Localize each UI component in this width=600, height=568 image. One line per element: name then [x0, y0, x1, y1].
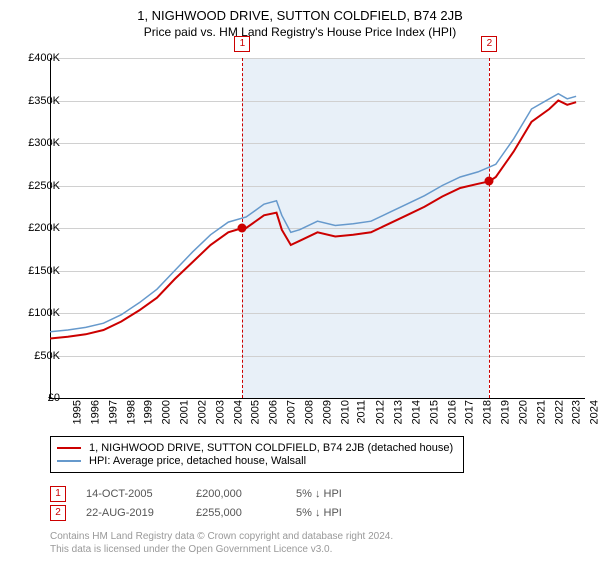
x-tick-label: 2000 — [161, 400, 173, 424]
transaction-diff: 5% ↓ HPI — [296, 507, 396, 519]
y-tick-label: £100K — [28, 307, 60, 319]
chart-title: 1, NIGHWOOD DRIVE, SUTTON COLDFIELD, B74… — [0, 8, 600, 23]
x-tick-label: 2020 — [517, 400, 529, 424]
footer-attribution: Contains HM Land Registry data © Crown c… — [50, 530, 393, 556]
footer-line-1: Contains HM Land Registry data © Crown c… — [50, 530, 393, 543]
legend-swatch — [57, 447, 81, 449]
legend-label: 1, NIGHWOOD DRIVE, SUTTON COLDFIELD, B74… — [89, 442, 453, 454]
transaction-date: 22-AUG-2019 — [86, 507, 196, 519]
y-tick-label: £400K — [28, 52, 60, 64]
x-tick-label: 2016 — [446, 400, 458, 424]
plot-area: 12 — [50, 58, 585, 398]
x-tick-label: 2001 — [178, 400, 190, 424]
x-tick-label: 2012 — [375, 400, 387, 424]
transaction-diff: 5% ↓ HPI — [296, 488, 396, 500]
y-tick-label: £50K — [34, 350, 60, 362]
x-tick-label: 2024 — [589, 400, 600, 424]
legend-row: HPI: Average price, detached house, Wals… — [57, 455, 457, 467]
x-tick-label: 2019 — [499, 400, 511, 424]
transaction-row: 2 22-AUG-2019£255,0005% ↓ HPI — [50, 505, 396, 521]
transaction-date: 14-OCT-2005 — [86, 488, 196, 500]
x-tick-label: 2010 — [339, 400, 351, 424]
x-tick-label: 2009 — [321, 400, 333, 424]
transaction-row-badge: 2 — [50, 505, 66, 521]
y-tick-label: £300K — [28, 137, 60, 149]
x-tick-label: 1995 — [71, 400, 83, 424]
line-series-svg — [50, 58, 585, 398]
legend-label: HPI: Average price, detached house, Wals… — [89, 455, 306, 467]
y-tick-label: £200K — [28, 222, 60, 234]
y-tick-label: £0 — [48, 392, 60, 404]
transaction-price: £255,000 — [196, 507, 296, 519]
x-tick-label: 2008 — [303, 400, 315, 424]
x-tick-label: 2015 — [428, 400, 440, 424]
x-tick-label: 2017 — [464, 400, 476, 424]
x-tick-label: 2011 — [356, 400, 368, 424]
y-tick-label: £250K — [28, 180, 60, 192]
transaction-row: 1 14-OCT-2005£200,0005% ↓ HPI — [50, 486, 396, 502]
x-tick-label: 2003 — [214, 400, 226, 424]
x-tick-label: 1999 — [143, 400, 155, 424]
x-tick-label: 2018 — [482, 400, 494, 424]
x-tick-label: 2021 — [535, 400, 547, 424]
x-tick-label: 2002 — [196, 400, 208, 424]
x-tick-label: 2022 — [553, 400, 565, 424]
transaction-marker-badge: 1 — [234, 36, 250, 52]
y-tick-label: £350K — [28, 95, 60, 107]
x-tick-label: 2004 — [232, 400, 244, 424]
chart-subtitle: Price paid vs. HM Land Registry's House … — [0, 25, 600, 39]
series-line — [50, 94, 576, 332]
x-tick-label: 2006 — [268, 400, 280, 424]
legend-box: 1, NIGHWOOD DRIVE, SUTTON COLDFIELD, B74… — [50, 436, 464, 473]
footer-line-2: This data is licensed under the Open Gov… — [50, 543, 393, 556]
legend-swatch — [57, 460, 81, 462]
x-tick-label: 2013 — [392, 400, 404, 424]
x-tick-label: 1997 — [107, 400, 119, 424]
transaction-price: £200,000 — [196, 488, 296, 500]
x-tick-label: 1998 — [125, 400, 137, 424]
y-tick-label: £150K — [28, 265, 60, 277]
transaction-marker-badge: 2 — [481, 36, 497, 52]
x-tick-label: 2005 — [250, 400, 262, 424]
x-tick-label: 2007 — [285, 400, 297, 424]
chart-container: 1, NIGHWOOD DRIVE, SUTTON COLDFIELD, B74… — [0, 8, 600, 568]
series-line — [50, 101, 576, 339]
transactions-table: 1 14-OCT-2005£200,0005% ↓ HPI 2 22-AUG-2019… — [50, 483, 396, 524]
transaction-row-badge: 1 — [50, 486, 66, 502]
legend-row: 1, NIGHWOOD DRIVE, SUTTON COLDFIELD, B74… — [57, 442, 457, 454]
x-tick-label: 2023 — [571, 400, 583, 424]
x-tick-label: 2014 — [410, 400, 422, 424]
x-tick-label: 1996 — [89, 400, 101, 424]
